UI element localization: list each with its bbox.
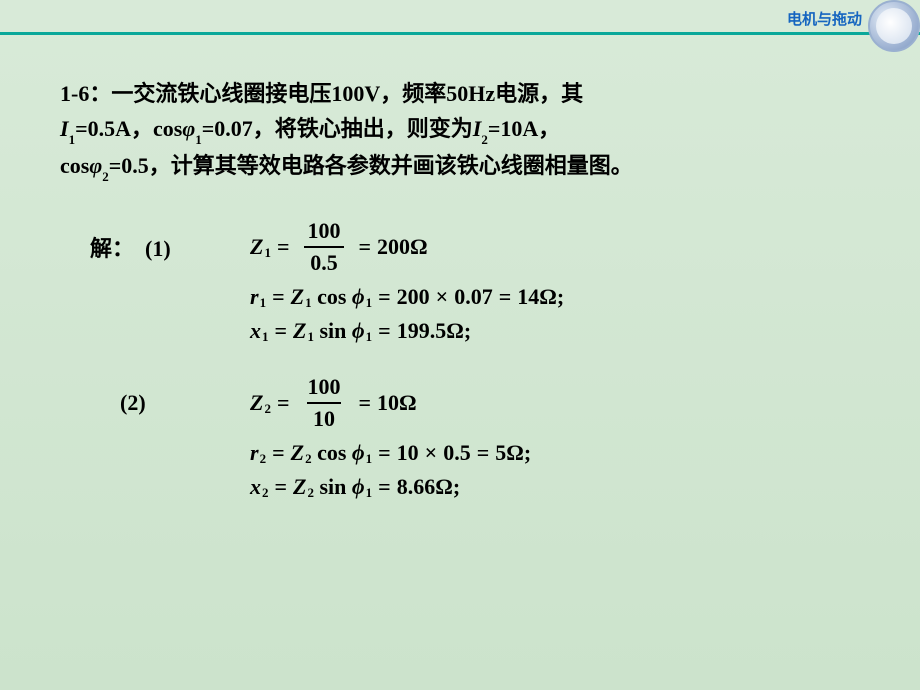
- course-title: 电机与拖动: [787, 8, 862, 29]
- solution-part2: (2) Z2 = 100 10 = 10Ω r2 = Z2 c: [90, 374, 860, 500]
- problem-statement: 1-6：一交流铁心线圈接电压100V，频率50Hz电源，其 I1=0.5A，co…: [60, 76, 860, 186]
- solution-row-r2: r2 = Z2 cos ϕ1 = 10×0.5 = 5Ω;: [120, 440, 860, 466]
- solution-label: 解： (1): [90, 231, 250, 263]
- sub-phi1: 1: [195, 132, 202, 147]
- eq-z1: Z1 = 100 0.5 = 200Ω: [250, 218, 428, 276]
- solution-row-z2: (2) Z2 = 100 10 = 10Ω: [120, 374, 860, 432]
- solution-block: 解： (1) Z1 = 100 0.5 = 200Ω r1 = Z1 cos ϕ…: [60, 218, 860, 500]
- eq-x2: x2 = Z2 sin ϕ1 = 8.66Ω;: [250, 474, 460, 500]
- phi-1: φ: [182, 116, 195, 141]
- solution-row-x1: x1 = Z1 sin ϕ1 = 199.5Ω;: [90, 318, 860, 344]
- solution-row-z1: 解： (1) Z1 = 100 0.5 = 200Ω: [90, 218, 860, 276]
- sub-1: 1: [69, 132, 76, 147]
- problem-number: 1-6：: [60, 81, 111, 106]
- cos-label-1: cos: [153, 116, 182, 141]
- phi-2: φ: [89, 153, 102, 178]
- frac-z1: 100 0.5: [302, 218, 347, 276]
- eq-r1: r1 = Z1 cos ϕ1 = 200×0.07 = 14Ω;: [250, 284, 564, 310]
- part2-label: (2): [120, 390, 250, 416]
- logo-circle: [868, 0, 920, 52]
- cos1-value: =0.07，将铁心抽出，则变为: [202, 116, 473, 141]
- i2-value: =10A，: [488, 116, 560, 141]
- eq-r2: r2 = Z2 cos ϕ1 = 10×0.5 = 5Ω;: [250, 440, 531, 466]
- eq-x1: x1 = Z1 sin ϕ1 = 199.5Ω;: [250, 318, 471, 344]
- cos2-value: =0.5，计算其等效电路各参数并画该铁心线圈相量图。: [109, 153, 633, 178]
- slide-header: 电机与拖动: [0, 0, 920, 36]
- solution-row-r1: r1 = Z1 cos ϕ1 = 200×0.07 = 14Ω;: [90, 284, 860, 310]
- eq-z2: Z2 = 100 10 = 10Ω: [250, 374, 417, 432]
- sub-phi2: 2: [102, 169, 109, 184]
- var-i1: I: [60, 116, 69, 141]
- cos-label-2: cos: [60, 153, 89, 178]
- i1-value: =0.5A，: [75, 116, 153, 141]
- frac-z2: 100 10: [302, 374, 347, 432]
- solution-row-x2: x2 = Z2 sin ϕ1 = 8.66Ω;: [120, 474, 860, 500]
- logo-inner: [876, 8, 912, 44]
- problem-text-1: 一交流铁心线圈接电压100V，频率50Hz电源，其: [111, 81, 583, 106]
- slide-content: 1-6：一交流铁心线圈接电压100V，频率50Hz电源，其 I1=0.5A，co…: [0, 36, 920, 528]
- sub-2: 2: [481, 132, 488, 147]
- university-logo: [868, 0, 920, 52]
- header-divider: [0, 32, 920, 35]
